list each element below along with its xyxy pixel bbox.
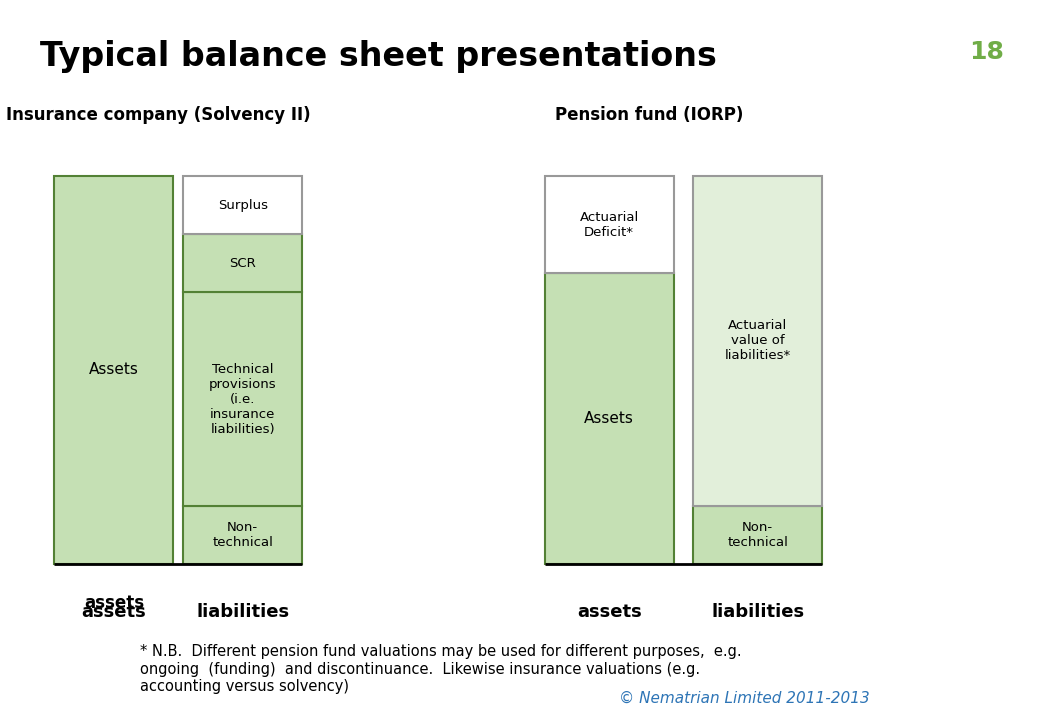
Text: Actuarial
Deficit*: Actuarial Deficit*: [579, 210, 639, 238]
Bar: [545, 273, 674, 564]
Text: Typical balance sheet presentations: Typical balance sheet presentations: [40, 40, 717, 73]
Text: © Nematrian Limited 2011-2013: © Nematrian Limited 2011-2013: [619, 691, 869, 706]
Text: Non-
technical: Non- technical: [212, 521, 274, 549]
Text: Non-
technical: Non- technical: [727, 521, 788, 549]
Bar: [183, 176, 302, 234]
Bar: [54, 176, 174, 564]
Text: Assets: Assets: [584, 411, 634, 426]
Text: SCR: SCR: [229, 257, 256, 270]
Text: liabilities: liabilities: [711, 603, 804, 621]
Text: Actuarial
value of
liabilities*: Actuarial value of liabilities*: [725, 320, 790, 362]
Text: assets: assets: [577, 603, 642, 621]
Bar: [694, 505, 822, 564]
Text: Assets: Assets: [89, 362, 139, 377]
Bar: [183, 292, 302, 505]
Text: * N.B.  Different pension fund valuations may be used for different purposes,  e: * N.B. Different pension fund valuations…: [140, 644, 742, 694]
Bar: [183, 234, 302, 292]
Bar: [545, 176, 674, 273]
Text: Insurance company (Solvency II): Insurance company (Solvency II): [6, 107, 311, 125]
Text: Pension fund (IORP): Pension fund (IORP): [554, 107, 743, 125]
Text: Surplus: Surplus: [217, 199, 267, 212]
Text: assets: assets: [81, 603, 147, 621]
Text: 18: 18: [968, 40, 1004, 63]
Bar: [694, 176, 822, 505]
Text: assets: assets: [84, 593, 144, 611]
Text: Technical
provisions
(i.e.
insurance
liabilities): Technical provisions (i.e. insurance lia…: [209, 363, 277, 436]
Text: liabilities: liabilities: [197, 603, 289, 621]
Bar: [183, 505, 302, 564]
